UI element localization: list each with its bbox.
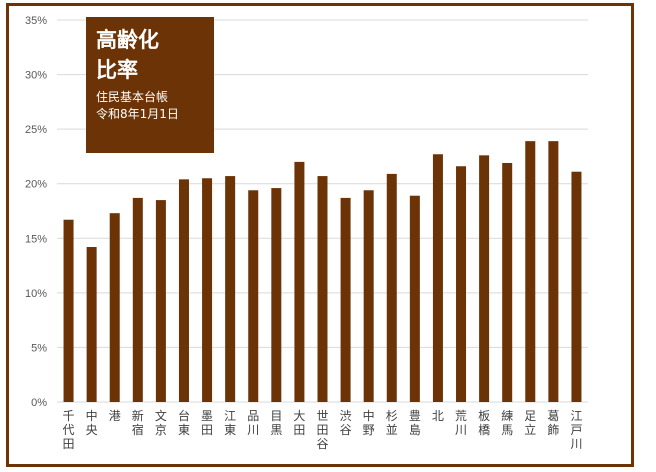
- bar: [225, 176, 236, 402]
- x-category-label: 北: [432, 409, 444, 423]
- x-category-label: 江戸川: [570, 409, 582, 451]
- x-category-label: 墨田: [201, 409, 213, 437]
- y-axis-tick-labels: 0% 5% 10% 15% 20% 25% 30% 35%: [25, 15, 47, 409]
- bar: [63, 219, 74, 402]
- bar: [525, 141, 536, 403]
- bar: [363, 190, 374, 402]
- x-category-label: 新宿: [132, 408, 144, 437]
- x-category-label: 練馬: [501, 409, 513, 437]
- x-category-label: 杉並: [386, 409, 398, 437]
- bar: [155, 200, 166, 402]
- bar: [178, 179, 189, 402]
- chart-subtitle-line-2: 令和8年1月1日: [96, 107, 179, 121]
- x-category-label: 中央: [86, 408, 98, 437]
- y-tick-label: 15%: [25, 233, 47, 245]
- bar: [294, 161, 305, 402]
- x-category-label: 大田: [293, 409, 305, 437]
- y-tick-label: 30%: [25, 70, 47, 82]
- bar: [571, 171, 582, 402]
- x-category-label: 荒川: [455, 409, 467, 437]
- bar: [317, 176, 328, 402]
- y-tick-label: 0%: [31, 397, 47, 409]
- bar: [386, 173, 397, 402]
- bar: [271, 188, 282, 402]
- chart-title-box: 高齢化 比率 住民基本台帳 令和8年1月1日: [86, 17, 214, 153]
- chart-subtitle-line-1: 住民基本台帳: [96, 90, 169, 104]
- x-category-label: 世田谷: [316, 409, 328, 451]
- bar: [86, 247, 97, 402]
- x-category-label: 葛飾: [547, 409, 559, 437]
- bar: [479, 155, 490, 402]
- x-category-label: 板橋: [478, 409, 490, 437]
- x-category-label: 文京: [155, 408, 167, 437]
- x-category-label: 足立: [524, 409, 536, 437]
- x-category-label: 千代田: [63, 409, 75, 451]
- y-tick-label: 5%: [31, 342, 47, 354]
- x-category-label: 台東: [178, 408, 190, 437]
- bar: [432, 154, 443, 402]
- bar: [548, 141, 559, 403]
- bar: [340, 197, 351, 402]
- x-category-label: 渋谷: [340, 409, 352, 437]
- x-category-label: 江東: [224, 409, 236, 437]
- bar: [202, 178, 213, 402]
- y-tick-label: 35%: [25, 15, 47, 27]
- x-category-label: 港: [109, 409, 121, 423]
- bars: [63, 141, 582, 403]
- x-category-label: 中野: [363, 408, 375, 437]
- bar: [502, 162, 513, 402]
- x-category-label: 豊島: [409, 409, 421, 437]
- x-category-label: 品川: [247, 409, 259, 437]
- chart-title-line-1: 高齢化: [96, 28, 159, 52]
- bar: [109, 213, 120, 402]
- y-tick-label: 10%: [25, 288, 47, 300]
- bar: [456, 166, 467, 402]
- x-category-label: 目黒: [270, 409, 282, 437]
- chart-title-line-2: 比率: [96, 58, 138, 82]
- bar: [132, 197, 143, 402]
- bar: [409, 195, 420, 402]
- y-tick-label: 20%: [25, 179, 47, 191]
- y-tick-label: 25%: [25, 124, 47, 136]
- bar: [248, 190, 259, 402]
